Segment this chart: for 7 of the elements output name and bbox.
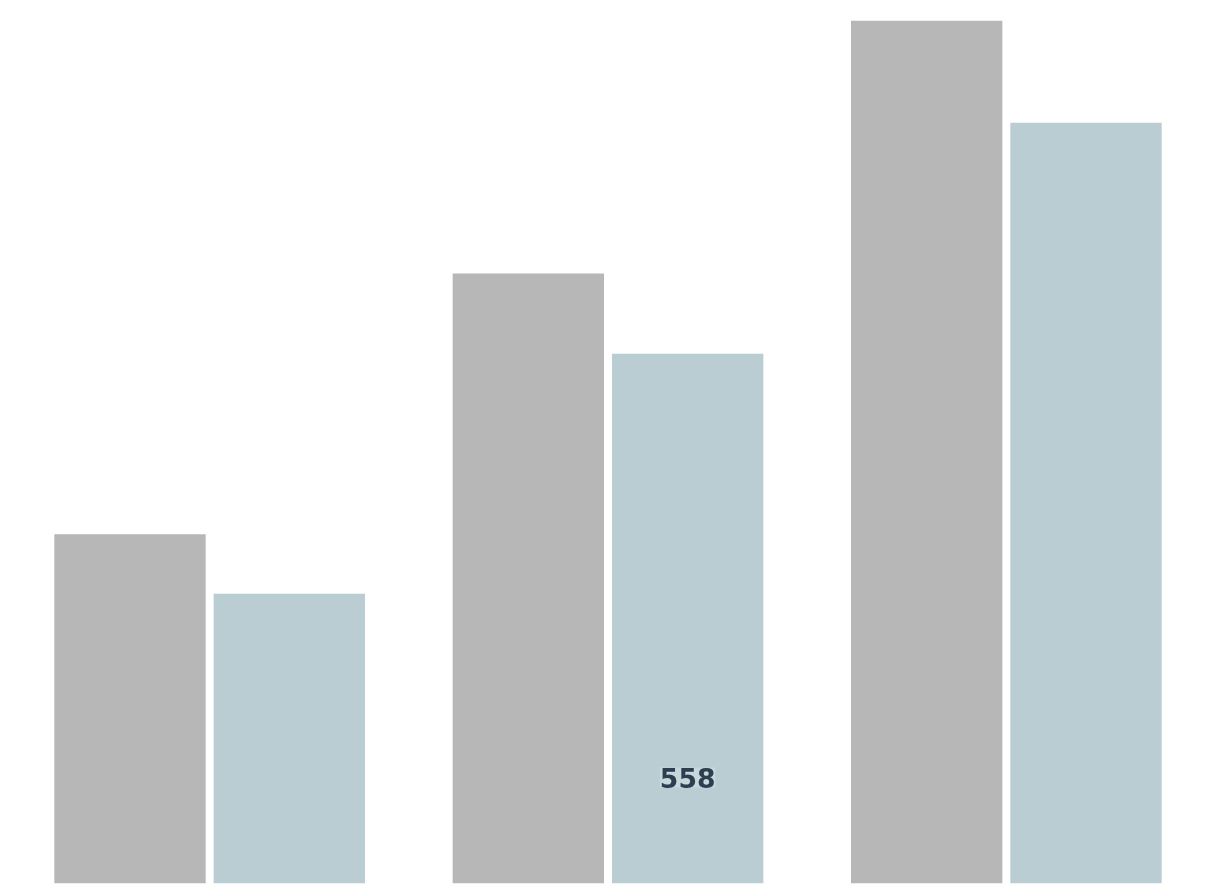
bar xyxy=(213,593,366,884)
annotation: 558 xyxy=(659,762,716,794)
bar xyxy=(1010,122,1162,884)
bar xyxy=(611,353,764,884)
bar xyxy=(54,534,206,884)
bar xyxy=(850,20,1003,884)
bar xyxy=(452,273,605,884)
